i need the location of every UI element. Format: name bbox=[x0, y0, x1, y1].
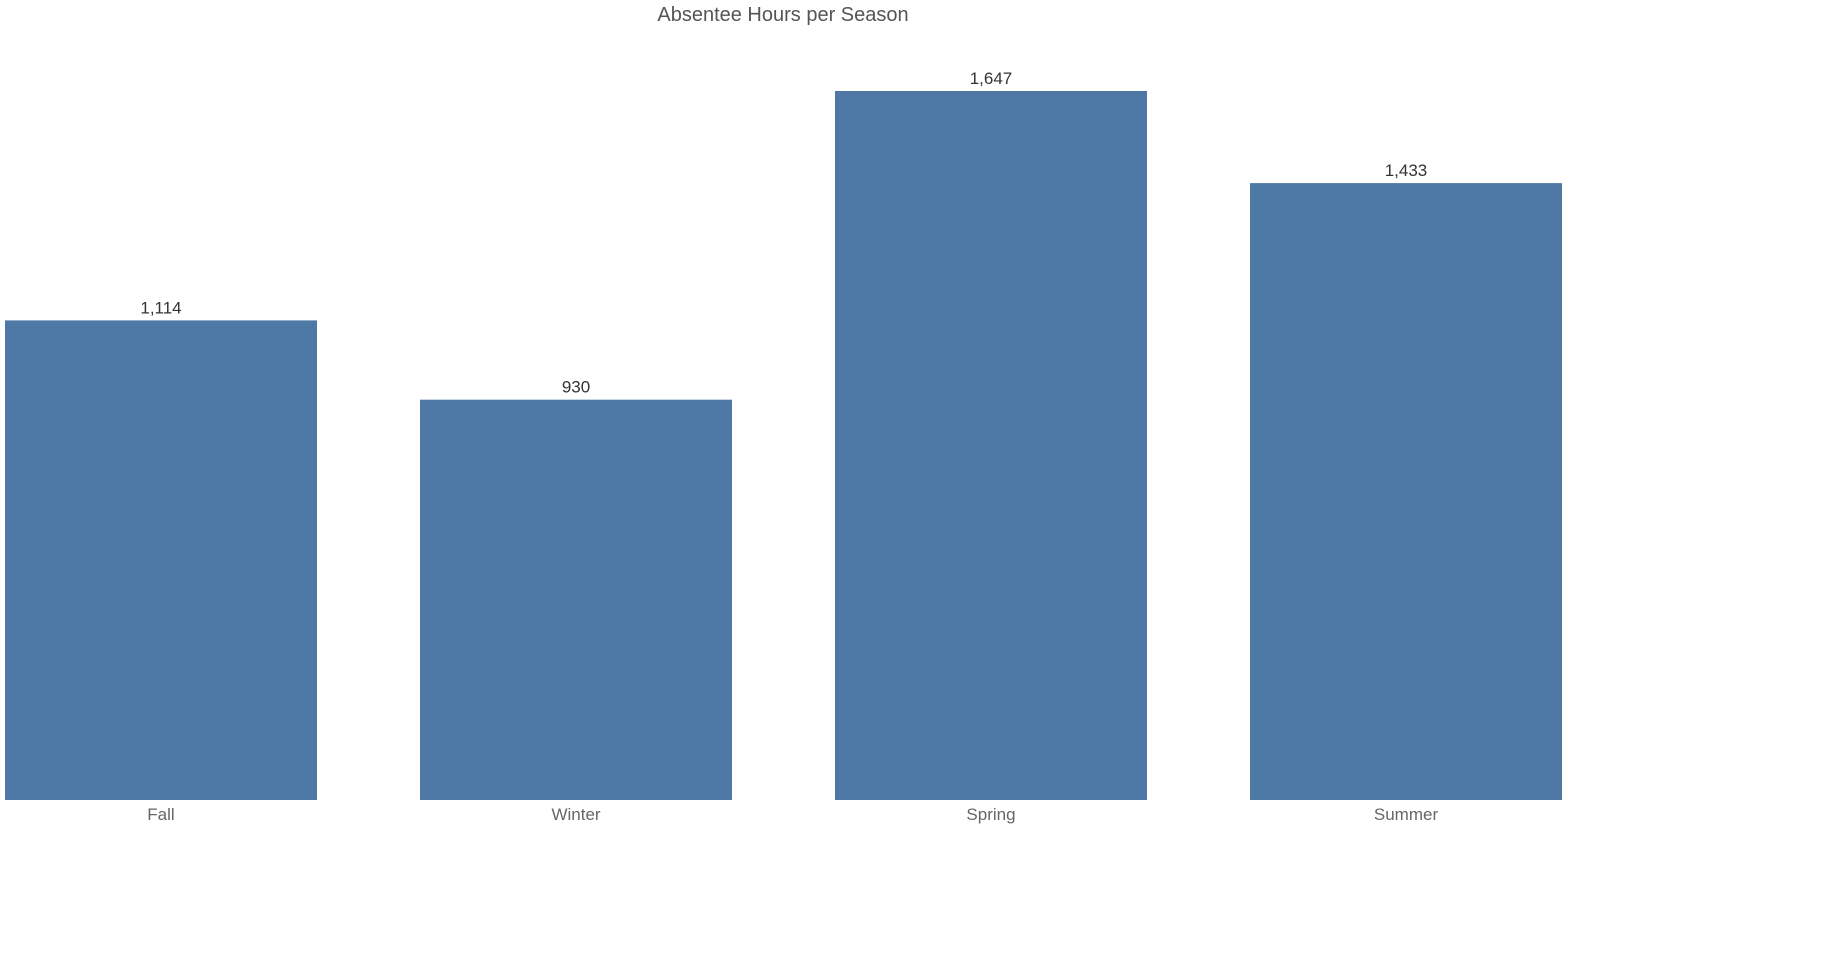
category-label-spring: Spring bbox=[966, 805, 1015, 824]
bar-summer[interactable] bbox=[1250, 183, 1562, 801]
bar-spring[interactable] bbox=[835, 91, 1147, 800]
category-label-winter: Winter bbox=[551, 805, 600, 824]
bar-winter[interactable] bbox=[420, 399, 732, 800]
bar-fall[interactable] bbox=[5, 320, 317, 800]
value-label-summer: 1,433 bbox=[1385, 161, 1428, 180]
bars-group bbox=[5, 91, 1562, 801]
category-labels-group: Fall Winter Spring Summer bbox=[147, 805, 1438, 824]
value-label-fall: 1,114 bbox=[140, 298, 181, 317]
value-labels-group: 1,114 930 1,647 1,433 bbox=[140, 69, 1427, 397]
category-label-summer: Summer bbox=[1374, 805, 1439, 824]
chart-title: Absentee Hours per Season bbox=[657, 4, 909, 26]
value-label-spring: 1,647 bbox=[970, 69, 1013, 88]
value-label-winter: 930 bbox=[562, 378, 590, 397]
category-label-fall: Fall bbox=[147, 805, 174, 824]
